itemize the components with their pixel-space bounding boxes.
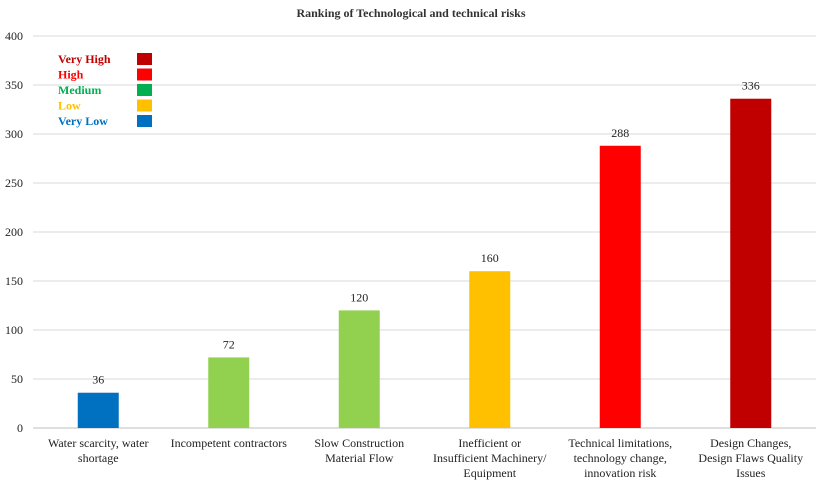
data-label: 288 bbox=[611, 126, 629, 140]
chart-title: Ranking of Technological and technical r… bbox=[296, 6, 525, 20]
gridlines bbox=[33, 35, 816, 429]
bars bbox=[77, 98, 772, 428]
legend-swatch bbox=[137, 84, 152, 96]
bar bbox=[77, 392, 119, 428]
data-label: 36 bbox=[92, 373, 104, 387]
bar bbox=[208, 357, 250, 428]
x-category-label: Slow Construction Material Flow bbox=[314, 436, 404, 465]
x-category-label: Design Changes, Design Flaws Quality Issue… bbox=[698, 436, 803, 480]
legend-label: Low bbox=[58, 99, 81, 113]
y-tick-label: 0 bbox=[17, 421, 23, 435]
data-label: 160 bbox=[481, 251, 499, 265]
legend-swatch bbox=[137, 99, 152, 112]
x-category-label: Technical limitations, technology change,… bbox=[568, 436, 672, 480]
legend-swatch bbox=[137, 68, 152, 81]
y-tick-label: 100 bbox=[5, 323, 23, 337]
bar bbox=[730, 98, 772, 428]
legend-swatch bbox=[137, 53, 152, 65]
bar bbox=[599, 145, 641, 428]
bar bbox=[469, 271, 511, 428]
legend-swatch bbox=[137, 115, 152, 127]
data-labels: 36 72 120 160 288 336 bbox=[92, 79, 760, 387]
data-label: 120 bbox=[350, 290, 368, 304]
legend-label: Very Low bbox=[58, 114, 108, 128]
legend-label: Very High bbox=[58, 52, 111, 66]
y-axis-ticks: 0 50 100 150 200 250 300 350 400 bbox=[5, 29, 23, 435]
y-tick-label: 200 bbox=[5, 225, 23, 239]
data-label: 72 bbox=[223, 337, 235, 351]
y-tick-label: 350 bbox=[5, 78, 23, 92]
legend-label: Medium bbox=[58, 83, 101, 97]
legend-label: High bbox=[58, 68, 84, 82]
y-tick-label: 150 bbox=[5, 274, 23, 288]
data-label: 336 bbox=[742, 79, 760, 93]
bar bbox=[338, 310, 380, 428]
x-category-label: Water scarcity, water shortage bbox=[48, 436, 149, 465]
y-tick-label: 400 bbox=[5, 29, 23, 43]
y-tick-label: 50 bbox=[11, 372, 23, 386]
x-category-label: Inefficient or Insufficient Machinery/Equ… bbox=[433, 436, 547, 480]
y-tick-label: 300 bbox=[5, 127, 23, 141]
x-category-label: Incompetent contractors bbox=[171, 436, 288, 450]
x-axis-categories: Water scarcity, water shortage Incompetent… bbox=[48, 436, 803, 480]
y-tick-label: 250 bbox=[5, 176, 23, 190]
